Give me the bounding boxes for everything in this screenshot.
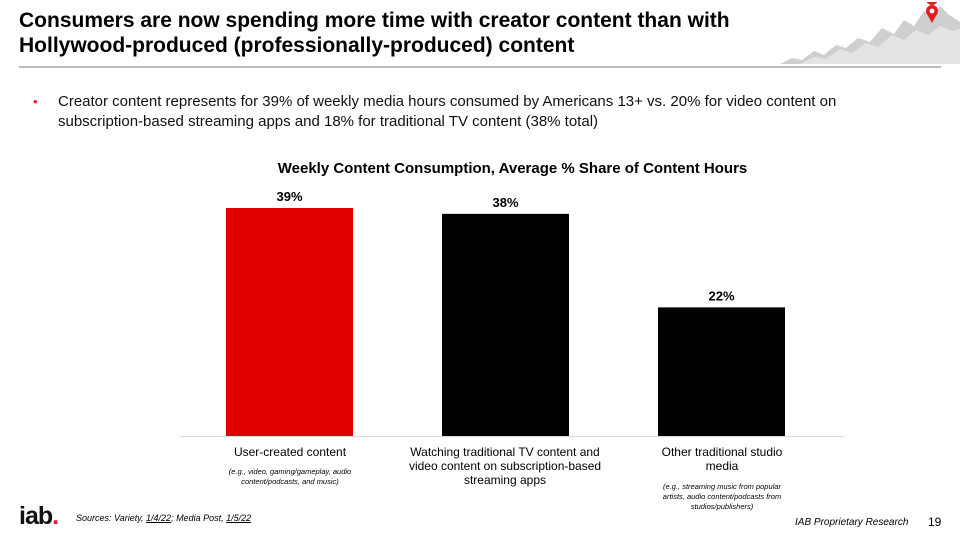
category-note-1: (e.g., video, gaming/gameplay, audio con… — [228, 467, 352, 486]
sources-note: Sources: Variety, 1/4/22; Media Post, 1/… — [76, 513, 251, 523]
bar-1 — [226, 208, 353, 436]
map-pin-icon — [926, 2, 938, 23]
bullet-point: • Creator content represents for 39% of … — [33, 92, 853, 132]
source-link-variety[interactable]: 1/4/22 — [146, 513, 172, 523]
source-link-media-post[interactable]: 1/5/22 — [226, 513, 252, 523]
slide-title-line-2: Hollywood-produced (professionally-produ… — [19, 34, 575, 57]
slide-title-line-1: Consumers are now spending more time wit… — [19, 9, 730, 32]
iab-logo: iab. — [19, 502, 59, 531]
logo-text: iab — [19, 502, 53, 530]
bar-3 — [658, 307, 785, 436]
data-label-3: 22% — [708, 288, 734, 303]
data-label-1: 39% — [276, 189, 302, 204]
category-label-1: User-created content — [233, 445, 347, 459]
category-note-3: (e.g., streaming music from popular arti… — [662, 482, 782, 511]
mountain-landscape-icon — [780, 2, 960, 64]
research-label: IAB Proprietary Research — [795, 517, 909, 528]
data-label-2: 38% — [492, 195, 518, 210]
page-number: 19 — [928, 515, 942, 529]
sources-mid: ; Media Post, — [171, 513, 227, 523]
bullet-dot-icon: • — [33, 94, 38, 109]
category-label-3: Other traditional studio media — [661, 445, 783, 473]
slide-title: Consumers are now spending more time wit… — [19, 8, 799, 58]
bullet-text: Creator content represents for 39% of we… — [58, 93, 837, 130]
category-label-2: Watching traditional TV content and vide… — [408, 445, 602, 487]
logo-dot: . — [52, 502, 59, 530]
title-divider — [19, 66, 941, 68]
bar-2 — [442, 213, 569, 436]
sources-prefix: Sources: Variety, — [76, 513, 147, 523]
chart-title: Weekly Content Consumption, Average % Sh… — [277, 160, 748, 177]
